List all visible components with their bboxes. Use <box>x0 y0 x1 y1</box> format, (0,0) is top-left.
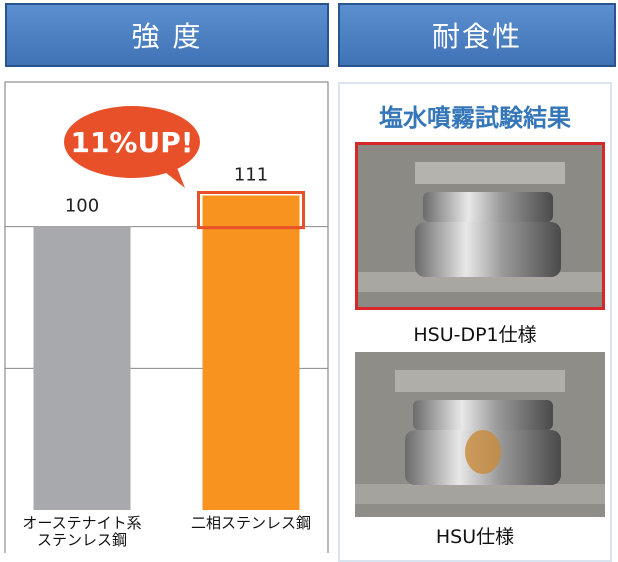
callout-text: 11%UP! <box>70 126 193 159</box>
photo-hsu <box>355 352 605 517</box>
corrosion-title: 塩水噴霧試験結果 <box>340 98 610 133</box>
photo-dp1 <box>355 142 605 310</box>
page: page {"headers": {"left": "強 度", "right"… <box>0 0 618 553</box>
value-label: 100 <box>65 196 99 217</box>
x-tick-label: オーステナイト系ステンレス鋼 <box>18 515 146 549</box>
photo-caption: HSU-DP1仕様 <box>340 320 610 347</box>
bar <box>203 196 300 511</box>
x-tick-label: 二相ステンレス鋼 <box>187 515 315 532</box>
value-label: 111 <box>234 165 268 186</box>
bar <box>34 227 131 510</box>
corrosion-panel: 塩水噴霧試験結果 HSU-DP1仕様 HSU仕様 <box>338 82 612 562</box>
photo-caption: HSU仕様 <box>340 522 610 549</box>
page-body: 強 度 耐食性 10011111%UP! 塩水噴霧試験結果 HSU-DP1仕様 … <box>0 0 618 553</box>
